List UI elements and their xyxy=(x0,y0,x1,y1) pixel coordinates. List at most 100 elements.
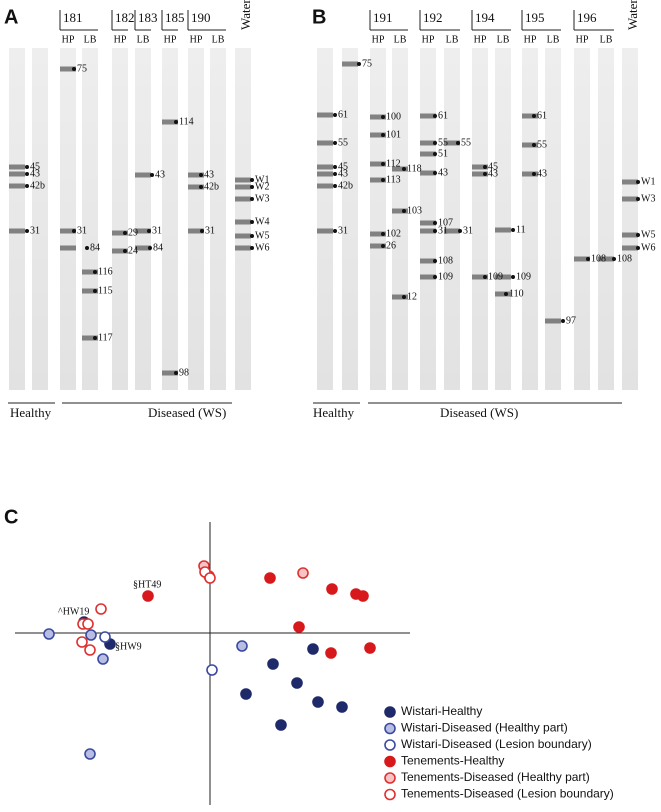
gel-lane xyxy=(317,48,333,390)
legend-label: Wistari-Healthy xyxy=(401,704,482,718)
band-dot xyxy=(561,319,565,323)
band-dot xyxy=(532,172,536,176)
band-label: 43 xyxy=(438,167,448,178)
band-label: 75 xyxy=(362,58,372,69)
band-label: W1 xyxy=(255,174,269,185)
gel-band xyxy=(135,245,151,251)
band-dot xyxy=(333,165,337,169)
gel-lane xyxy=(598,48,614,390)
point xyxy=(267,658,279,670)
legend-label: Tenements-Healthy xyxy=(401,754,504,768)
gel-band xyxy=(522,142,538,148)
gel-band xyxy=(598,256,614,262)
band-label: 117 xyxy=(98,332,113,343)
gel-lane xyxy=(545,48,561,390)
band-dot xyxy=(199,185,203,189)
band-label: 43 xyxy=(338,168,348,179)
gel-lane xyxy=(82,48,98,390)
sample-label: 185 xyxy=(165,10,185,25)
gel-band xyxy=(317,140,333,146)
band-dot xyxy=(433,141,437,145)
band-label: 110 xyxy=(509,288,524,299)
band-label: 108 xyxy=(438,255,453,266)
gel-band xyxy=(370,132,386,138)
gel-band xyxy=(60,228,76,234)
band-dot xyxy=(402,295,406,299)
gel-band xyxy=(495,227,511,233)
band-dot xyxy=(333,229,337,233)
band-dot xyxy=(433,171,437,175)
band-label: W5 xyxy=(641,229,655,240)
gel-band xyxy=(162,119,178,125)
band-dot xyxy=(456,141,460,145)
band-dot xyxy=(636,197,640,201)
band-label: 24 xyxy=(128,245,138,256)
lane-label: HP xyxy=(474,34,487,45)
band-label: 31 xyxy=(30,225,40,236)
lane-label: LB xyxy=(137,34,150,45)
band-label: 26 xyxy=(386,240,396,251)
gel-band xyxy=(162,370,178,376)
band-dot xyxy=(150,173,154,177)
band-label: 113 xyxy=(386,174,401,185)
gel-band xyxy=(235,196,251,202)
gel-band xyxy=(135,172,151,178)
water-label: Water xyxy=(238,0,253,30)
gel-band xyxy=(235,245,251,251)
annotation: §HT49 xyxy=(133,579,161,590)
band-dot xyxy=(250,234,254,238)
gel-band xyxy=(235,177,251,183)
gel-band xyxy=(420,170,436,176)
lane-label: HP xyxy=(62,34,75,45)
gel-band xyxy=(370,114,386,120)
gel-band xyxy=(112,248,128,254)
point xyxy=(264,572,276,584)
gel-band xyxy=(545,318,561,324)
band-dot xyxy=(333,172,337,176)
band-dot xyxy=(250,185,254,189)
band-label: 98 xyxy=(179,367,189,378)
band-label: 45 xyxy=(488,161,498,172)
legend-label: Wistari-Diseased (Lesion boundary) xyxy=(401,737,592,751)
band-dot xyxy=(250,220,254,224)
band-label: 101 xyxy=(386,129,401,140)
gel-band xyxy=(495,274,511,280)
band-label: W4 xyxy=(255,216,269,227)
band-dot xyxy=(333,184,337,188)
band-label: 55 xyxy=(537,139,547,150)
sample-label: 196 xyxy=(577,10,597,25)
gel-band xyxy=(60,245,76,251)
lane-label: LB xyxy=(394,34,407,45)
gel-lane xyxy=(420,48,436,390)
band-dot xyxy=(483,275,487,279)
band-label: W2 xyxy=(255,181,269,192)
point xyxy=(206,664,218,676)
point xyxy=(84,748,96,760)
legend-marker xyxy=(384,772,396,784)
gel-band xyxy=(622,232,638,238)
band-label: 61 xyxy=(338,109,348,120)
point xyxy=(240,688,252,700)
sample-label: 191 xyxy=(373,10,393,25)
gel-lane xyxy=(32,48,48,390)
annotation: §HW9 xyxy=(115,641,142,652)
gel-band xyxy=(82,335,98,341)
gel-band xyxy=(188,228,204,234)
legend-marker xyxy=(384,722,396,735)
gel-lane xyxy=(162,48,178,390)
band-label: 103 xyxy=(407,205,422,216)
panel-letter: C xyxy=(4,506,18,528)
gel-band xyxy=(420,151,436,157)
gel-band xyxy=(9,164,25,170)
band-dot xyxy=(357,62,361,66)
band-label: 31 xyxy=(338,225,348,236)
band-dot xyxy=(250,197,254,201)
gel-band xyxy=(235,184,251,190)
panel-letter: B xyxy=(312,6,326,28)
legend-label: Wistari-Diseased (Healthy part) xyxy=(401,721,568,735)
band-dot xyxy=(636,233,640,237)
band-label: 29 xyxy=(128,227,138,238)
sample-label: 190 xyxy=(191,10,211,25)
band-label: 114 xyxy=(179,116,194,127)
sample-label: 183 xyxy=(138,10,158,25)
